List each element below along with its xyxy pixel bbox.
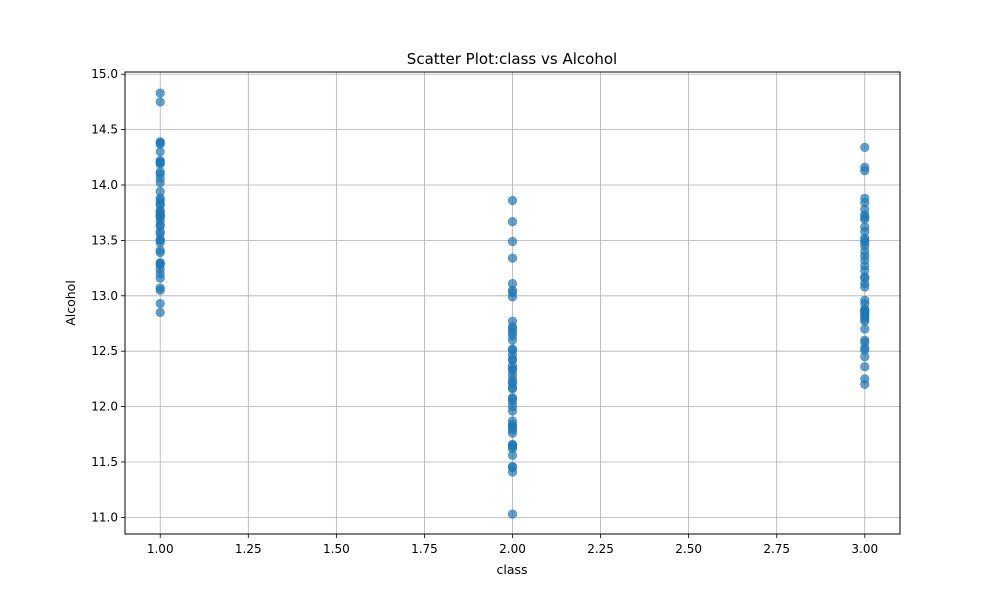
chart-title: Scatter Plot:class vs Alcohol bbox=[407, 50, 617, 68]
data-point bbox=[155, 178, 165, 188]
y-tick-label: 12.0 bbox=[91, 400, 118, 414]
data-point bbox=[860, 142, 870, 152]
data-point bbox=[155, 147, 165, 157]
x-tick-label: 2.75 bbox=[763, 542, 790, 556]
data-point bbox=[155, 97, 165, 107]
data-point bbox=[860, 166, 870, 176]
data-point bbox=[155, 298, 165, 309]
x-axis-ticks: 1.00 1.25 1.50 1.75 2.00 2.25 2.50 2.75 3.00 bbox=[147, 534, 878, 556]
data-point bbox=[507, 253, 518, 263]
x-tick-label: 1.00 bbox=[147, 542, 174, 556]
x-tick-label: 1.50 bbox=[323, 542, 350, 556]
y-tick-label: 13.0 bbox=[91, 289, 118, 303]
data-point bbox=[507, 467, 518, 477]
data-point bbox=[155, 273, 165, 283]
data-point bbox=[507, 406, 518, 416]
data-point bbox=[860, 352, 870, 362]
x-tick-label: 2.25 bbox=[587, 542, 614, 556]
y-tick-label: 11.5 bbox=[91, 455, 118, 469]
data-point bbox=[507, 428, 518, 438]
data-point bbox=[155, 88, 165, 98]
data-point bbox=[507, 509, 518, 519]
data-point bbox=[507, 384, 518, 394]
y-tick-label: 15.0 bbox=[91, 67, 118, 81]
data-point bbox=[155, 159, 165, 169]
data-point bbox=[860, 316, 870, 326]
x-axis-label: class bbox=[496, 562, 527, 577]
data-point bbox=[860, 324, 870, 334]
data-point bbox=[507, 195, 518, 206]
data-points bbox=[155, 88, 870, 519]
y-tick-label: 13.5 bbox=[91, 233, 118, 247]
x-tick-label: 1.75 bbox=[411, 542, 438, 556]
data-point bbox=[155, 247, 165, 258]
y-tick-label: 14.0 bbox=[91, 178, 118, 192]
y-axis-ticks: 11.0 11.5 12.0 12.5 13.0 13.5 14.0 14.5 15.0 bbox=[91, 67, 125, 524]
y-tick-label: 14.5 bbox=[91, 123, 118, 137]
x-tick-label: 2.00 bbox=[499, 542, 526, 556]
data-point bbox=[155, 285, 165, 295]
data-point bbox=[860, 214, 870, 224]
data-point bbox=[155, 238, 165, 248]
data-point bbox=[155, 307, 165, 318]
x-tick-label: 3.00 bbox=[851, 542, 878, 556]
data-point bbox=[860, 362, 870, 372]
data-point bbox=[860, 379, 870, 390]
data-point bbox=[507, 216, 518, 227]
x-tick-label: 1.25 bbox=[235, 542, 262, 556]
y-tick-label: 11.0 bbox=[91, 510, 118, 524]
data-point bbox=[155, 139, 165, 149]
data-point bbox=[860, 282, 870, 292]
y-tick-label: 12.5 bbox=[91, 344, 118, 358]
data-point bbox=[507, 236, 518, 247]
y-axis-label: Alcohol bbox=[63, 280, 78, 326]
data-point bbox=[507, 335, 518, 345]
data-point bbox=[507, 292, 518, 302]
x-tick-label: 2.50 bbox=[675, 542, 702, 556]
data-point bbox=[507, 450, 518, 460]
